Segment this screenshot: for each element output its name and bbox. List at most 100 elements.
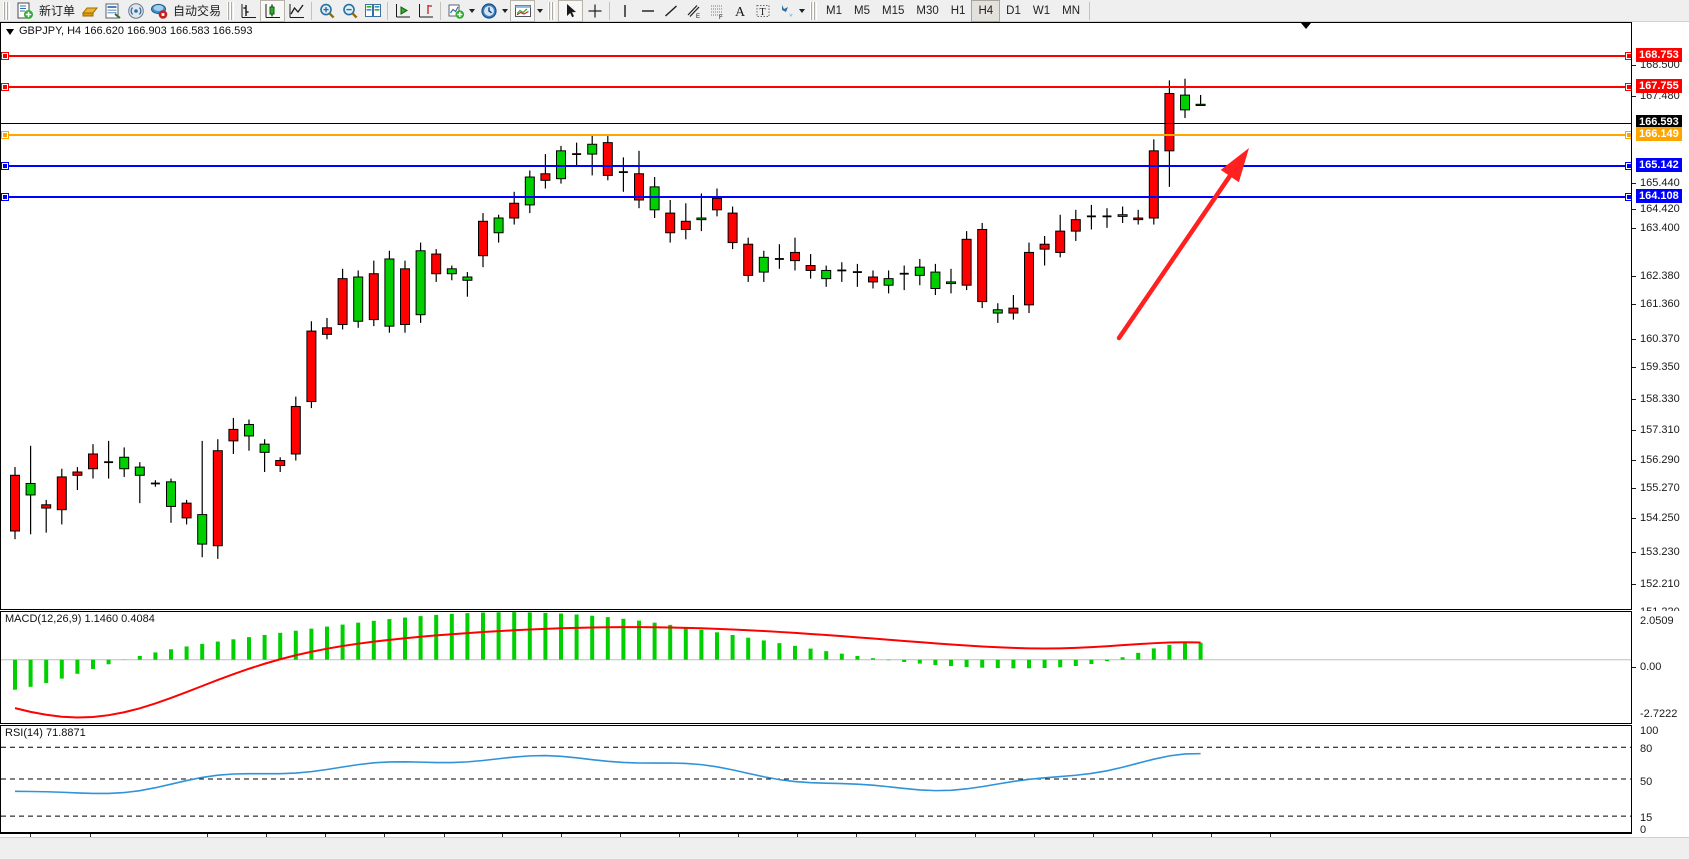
timeframe-m5[interactable]: M5 xyxy=(854,4,870,17)
timeframe-mn[interactable]: MN xyxy=(1062,4,1080,17)
toolbar-separator-5 xyxy=(1089,1,1090,20)
toolbar-separator-4 xyxy=(609,1,611,20)
auto-trading-label[interactable]: 自动交易 xyxy=(173,3,222,18)
crosshair-icon[interactable] xyxy=(583,1,606,21)
time-axis-gridmark xyxy=(502,834,503,837)
new-order-button[interactable] xyxy=(13,1,36,21)
time-axis-gridmark xyxy=(1034,834,1035,837)
template-dropdown-arrow[interactable] xyxy=(535,1,545,21)
price-level-tag[interactable]: 165.142 xyxy=(1636,158,1682,172)
text-icon[interactable]: A xyxy=(728,1,751,21)
price-axis-tick: 162.380 xyxy=(1632,270,1680,282)
time-axis-gridmark xyxy=(30,834,31,837)
text-label-icon[interactable]: T xyxy=(751,1,774,21)
toolbar-grip-3[interactable] xyxy=(548,1,556,20)
toolbar-separator-2 xyxy=(387,1,389,20)
level-line-handle[interactable] xyxy=(1,193,9,201)
level-line-handle[interactable] xyxy=(1,83,9,91)
macd-pane[interactable]: MACD(12,26,9) 1.1460 0.4084 xyxy=(0,611,1632,724)
svg-text:A: A xyxy=(735,5,746,20)
level-line-handle[interactable] xyxy=(1625,193,1631,201)
rsi-axis[interactable]: 100 80 50 15 0 xyxy=(1632,725,1689,836)
chart-area[interactable]: GBPJPY, H4 166.620 166.903 166.583 166.5… xyxy=(0,22,1689,859)
gold-bar-icon[interactable] xyxy=(78,1,101,21)
shapes-icon[interactable] xyxy=(774,1,797,21)
collapse-triangle-icon[interactable] xyxy=(6,29,14,35)
new-order-label[interactable]: 新订单 xyxy=(39,3,76,18)
time-axis-gridmark xyxy=(620,834,621,837)
period-dropdown-arrow[interactable] xyxy=(500,1,510,21)
level-line-handle[interactable] xyxy=(1,162,9,170)
template-icon[interactable] xyxy=(510,0,536,22)
price-level-tag[interactable]: 166.593 xyxy=(1636,115,1682,129)
zoom-in-icon[interactable] xyxy=(315,1,338,21)
add-indicator-icon[interactable] xyxy=(444,1,467,21)
shapes-dropdown-arrow[interactable] xyxy=(797,1,807,21)
add-indicator-dropdown-arrow[interactable] xyxy=(467,1,477,21)
fibonacci-icon[interactable]: F xyxy=(705,1,728,21)
line-chart-icon[interactable] xyxy=(285,1,308,21)
toolbar-grip-4[interactable] xyxy=(810,1,818,20)
vertical-line-icon[interactable] xyxy=(613,1,636,21)
price-axis-tick: 155.270 xyxy=(1632,482,1680,494)
timeframe-h1[interactable]: H1 xyxy=(950,4,966,17)
level-line-handle[interactable] xyxy=(1,131,9,139)
level-line-handle[interactable] xyxy=(1625,162,1631,170)
toolbar-separator-3 xyxy=(440,1,442,20)
timeframe-m30[interactable]: M30 xyxy=(916,4,939,17)
timeframe-d1[interactable]: D1 xyxy=(1006,4,1021,17)
rsi-axis-tick: 80 xyxy=(1640,743,1653,755)
auto-scroll-icon[interactable] xyxy=(391,1,414,21)
time-axis-gridmark xyxy=(444,834,445,837)
time-axis-gridmark xyxy=(856,834,857,837)
price-axis-tick: 164.420 xyxy=(1632,203,1680,215)
toolbar-grip-2[interactable] xyxy=(227,1,235,20)
bar-chart-icon[interactable] xyxy=(237,1,260,21)
rsi-pane[interactable]: RSI(14) 71.8871 xyxy=(0,725,1632,833)
equidistant-channel-icon[interactable]: E xyxy=(682,1,705,21)
level-line-handle[interactable] xyxy=(1625,83,1631,91)
timeframe-m1[interactable]: M1 xyxy=(826,4,843,17)
toolbar-empty-area xyxy=(1093,1,1689,21)
svg-text:T: T xyxy=(759,7,765,18)
price-level-tag[interactable]: 164.108 xyxy=(1636,189,1682,203)
horizontal-line-icon[interactable] xyxy=(636,1,659,21)
level-line-handle[interactable] xyxy=(1,52,9,60)
rsi-axis-tick: 50 xyxy=(1640,776,1653,788)
zoom-out-icon[interactable] xyxy=(338,1,361,21)
price-level-tag[interactable]: 167.755 xyxy=(1636,79,1682,93)
level-line-handle[interactable] xyxy=(1625,52,1631,60)
price-axis[interactable]: 168.500 167.480 165.440 164.420 163.400 162.3… xyxy=(1632,22,1689,618)
svg-text:E: E xyxy=(696,14,700,20)
time-axis-gridmark xyxy=(679,834,680,837)
macd-axis[interactable]: 2.0509 0.00 -2.7222 xyxy=(1632,611,1689,724)
price-axis-tick: 157.310 xyxy=(1632,424,1680,436)
cursor-arrow-icon[interactable] xyxy=(558,0,584,22)
time-axis-gridmark xyxy=(90,834,91,837)
period-clock-icon[interactable] xyxy=(477,1,500,21)
price-pane[interactable]: GBPJPY, H4 166.620 166.903 166.583 166.5… xyxy=(0,22,1632,610)
trendline-icon[interactable] xyxy=(659,1,682,21)
signal-icon[interactable] xyxy=(124,1,147,21)
price-level-tag[interactable]: 166.149 xyxy=(1636,127,1682,141)
toolbar-grip[interactable] xyxy=(3,1,10,20)
time-axis-gridmark xyxy=(797,834,798,837)
tile-windows-icon[interactable] xyxy=(361,1,384,21)
timeframe-w1[interactable]: W1 xyxy=(1032,4,1051,17)
timeframe-h4[interactable]: H4 xyxy=(971,0,1001,22)
candlestick-chart-icon[interactable] xyxy=(260,0,286,22)
time-axis-gridmark xyxy=(384,834,385,837)
symbol-ohlc-label: GBPJPY, H4 166.620 166.903 166.583 166.5… xyxy=(19,25,253,37)
price-axis-tick: 159.350 xyxy=(1632,361,1680,373)
price-level-tag[interactable]: 168.753 xyxy=(1636,48,1682,62)
level-line-stroke xyxy=(1,134,1631,136)
auto-trading-icon[interactable] xyxy=(147,1,170,21)
timeframe-m15[interactable]: M15 xyxy=(882,4,905,17)
chart-shift-icon[interactable] xyxy=(414,1,437,21)
svg-text:F: F xyxy=(719,15,723,20)
price-axis-tick: 158.330 xyxy=(1632,393,1680,405)
level-line-handle[interactable] xyxy=(1625,131,1631,139)
market-watch-icon[interactable] xyxy=(101,1,124,21)
time-axis-gridmark xyxy=(738,834,739,837)
